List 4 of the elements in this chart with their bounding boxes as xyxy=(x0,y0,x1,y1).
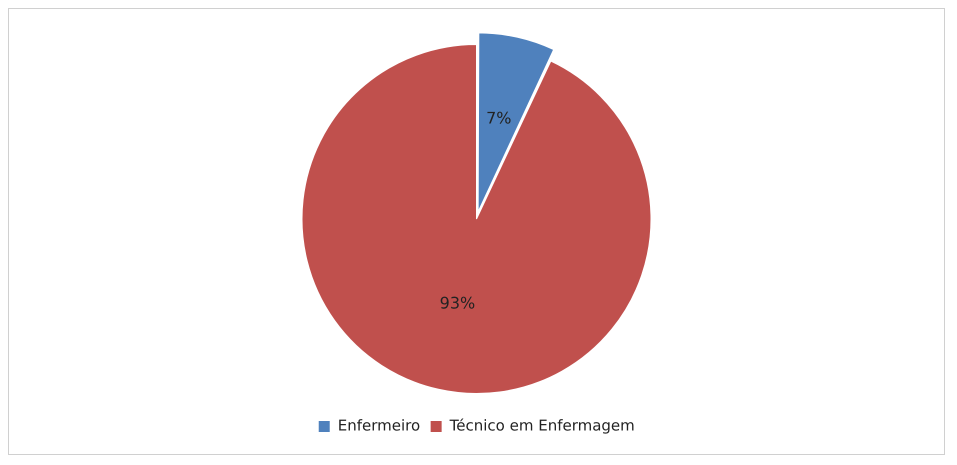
legend-label: Técnico em Enfermagem xyxy=(448,416,635,434)
data-label: 7% xyxy=(486,108,512,128)
data-label: 93% xyxy=(440,293,476,312)
legend-label: Enfermeiro xyxy=(338,416,420,434)
